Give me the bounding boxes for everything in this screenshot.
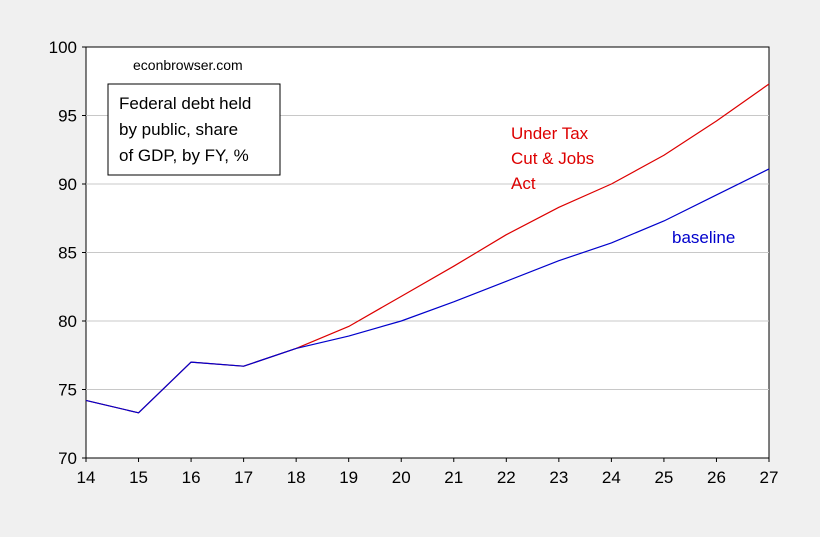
y-tick-label-85: 85 <box>58 244 77 263</box>
y-tick-label-95: 95 <box>58 107 77 126</box>
title-box-frame <box>107 83 281 176</box>
x-tick-label-18: 18 <box>287 468 306 487</box>
y-axis: 70 75 80 85 90 95 100 <box>49 38 86 468</box>
x-tick-label-19: 19 <box>339 468 358 487</box>
x-axis: 14 15 16 17 18 19 20 21 22 23 24 25 26 27 <box>77 458 779 487</box>
x-tick-label-24: 24 <box>602 468 621 487</box>
y-tick-label-90: 90 <box>58 175 77 194</box>
x-tick-label-27: 27 <box>760 468 779 487</box>
title-line-1: Federal debt held <box>119 94 251 113</box>
annotation-tcja-line-3: Act <box>511 174 536 193</box>
annotation-tcja-line-1: Under Tax <box>511 124 589 143</box>
annotation-tcja: Under Tax Cut & Jobs Act <box>511 124 594 193</box>
x-tick-label-14: 14 <box>77 468 96 487</box>
annotation-tcja-line-2: Cut & Jobs <box>511 149 594 168</box>
x-tick-label-23: 23 <box>549 468 568 487</box>
x-tick-label-21: 21 <box>444 468 463 487</box>
annotation-baseline: baseline <box>672 228 735 247</box>
y-tick-label-70: 70 <box>58 449 77 468</box>
x-tick-label-25: 25 <box>654 468 673 487</box>
x-tick-label-26: 26 <box>707 468 726 487</box>
y-tick-label-100: 100 <box>49 38 77 57</box>
title-line-3: of GDP, by FY, % <box>119 146 249 165</box>
x-tick-label-15: 15 <box>129 468 148 487</box>
x-tick-label-20: 20 <box>392 468 411 487</box>
x-tick-label-17: 17 <box>234 468 253 487</box>
title-line-2: by public, share <box>119 120 238 139</box>
x-tick-label-22: 22 <box>497 468 516 487</box>
title-box: Federal debt held by public, share of GD… <box>107 83 281 176</box>
series-line-baseline <box>85 168 770 414</box>
y-tick-label-80: 80 <box>58 312 77 331</box>
x-tick-label-16: 16 <box>182 468 201 487</box>
y-tick-label-75: 75 <box>58 381 77 400</box>
watermark: econbrowser.com <box>133 57 243 73</box>
series-lines <box>85 83 770 414</box>
